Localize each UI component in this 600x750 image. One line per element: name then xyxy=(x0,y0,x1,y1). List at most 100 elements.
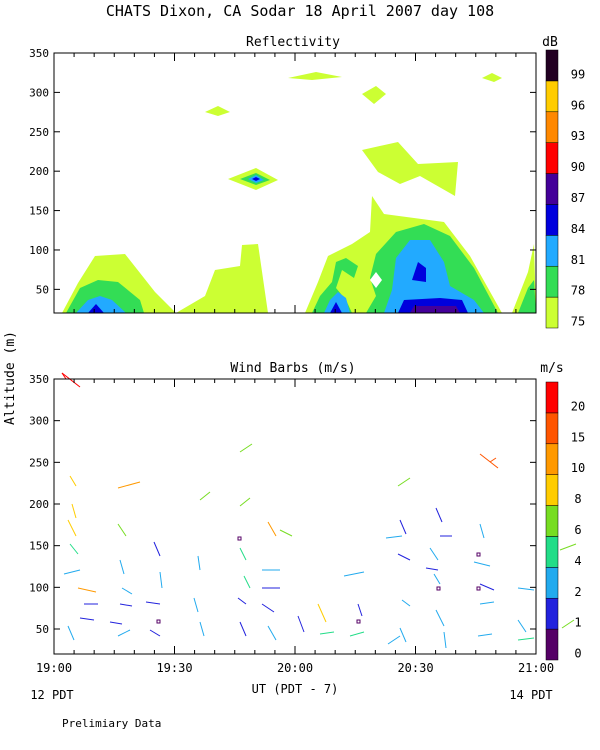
colorbar-swatch xyxy=(545,412,559,445)
colorbar-swatch xyxy=(545,111,559,143)
wind-barb xyxy=(489,457,497,463)
colorbar-tick-label: 15 xyxy=(571,430,585,444)
colorbar-tick-label: 84 xyxy=(571,222,585,236)
y-tick-label: 250 xyxy=(29,456,49,469)
reflectivity-colorbar-unit: dB xyxy=(542,35,558,50)
colorbar-swatch xyxy=(545,173,559,205)
wind-barb xyxy=(117,629,131,637)
reflectivity-y-axis: 50 100 150 200 250 300 350 xyxy=(29,47,536,296)
wind-barb xyxy=(319,631,335,635)
contour-87-right xyxy=(410,306,460,313)
wind-barb xyxy=(159,571,163,589)
wind-barb xyxy=(239,547,247,561)
wind-barb xyxy=(479,453,499,469)
y-tick-label: 50 xyxy=(36,623,49,636)
colorbar-tick-label: 10 xyxy=(571,461,585,475)
wind-barb xyxy=(61,372,81,388)
wind-barb xyxy=(399,519,407,535)
contour-75-blob-320a xyxy=(288,72,342,80)
wind-barbs xyxy=(61,372,577,649)
wind-frame xyxy=(53,378,537,655)
wind-barb xyxy=(67,625,75,641)
wind-barb xyxy=(267,625,277,641)
wind-barb xyxy=(69,543,79,555)
wind-barb xyxy=(401,599,411,607)
x-tick-label: 19:00 xyxy=(36,661,72,675)
colorbar-tick-label: 1 xyxy=(574,616,581,630)
wind-barb xyxy=(237,597,247,605)
x-tick-label: 19:30 xyxy=(156,661,192,675)
wind-barb xyxy=(433,573,441,585)
wind-barb xyxy=(559,543,577,551)
colorbar-swatch xyxy=(545,536,559,568)
wind-barb xyxy=(399,627,407,643)
contour-hole xyxy=(370,272,382,288)
wind-barb xyxy=(121,587,133,595)
y-tick-label: 100 xyxy=(29,244,49,257)
wind-barb xyxy=(119,559,125,575)
colorbar-tick-label: 96 xyxy=(571,98,585,112)
y-axis-label: Altitude (m) xyxy=(3,331,18,425)
wind-barb xyxy=(239,621,247,637)
colorbar-tick-label: 75 xyxy=(571,315,585,329)
wind-barb xyxy=(153,541,161,557)
x-tick-label: 20:00 xyxy=(277,661,313,675)
wind-calm-marker xyxy=(237,536,242,541)
wind-barb xyxy=(243,575,251,589)
wind-barb xyxy=(561,619,575,629)
wind-barb xyxy=(119,603,133,607)
colorbar-tick-label: 8 xyxy=(574,492,581,506)
colorbar-swatch xyxy=(545,381,559,414)
contour-78-edge xyxy=(518,280,536,313)
colorbar-swatch xyxy=(545,80,559,113)
y-tick-label: 100 xyxy=(29,581,49,594)
x-start-note: 12 PDT xyxy=(30,688,73,702)
colorbar-swatch xyxy=(545,235,559,267)
colorbar-swatch xyxy=(545,204,559,236)
contour-81-right xyxy=(384,240,484,313)
wind-y-axis: 50 100 150 200 250 300 350 xyxy=(29,373,536,636)
wind-x-axis: 19:00 19:30 20:00 20:30 21:00 xyxy=(36,379,554,675)
wind-barb xyxy=(239,497,251,507)
colorbar-swatch xyxy=(545,443,559,475)
colorbar-tick-label: 2 xyxy=(574,585,581,599)
wind-barb xyxy=(385,535,403,539)
contour-75-cap xyxy=(362,142,458,196)
colorbar-swatch xyxy=(545,628,559,661)
wind-barb xyxy=(63,569,81,575)
contour-84-core xyxy=(412,262,426,282)
wind-barb xyxy=(479,583,495,591)
wind-barb xyxy=(343,571,365,577)
wind-barb xyxy=(239,443,253,453)
main-title: CHATS Dixon, CA Sodar 18 April 2007 day … xyxy=(106,2,494,20)
wind-barb xyxy=(297,615,305,633)
wind-barb xyxy=(517,637,535,641)
colorbar-swatch xyxy=(545,49,559,82)
wind-barb xyxy=(397,553,411,561)
wind-barb xyxy=(149,629,161,637)
wind-calm-marker xyxy=(436,586,441,591)
colorbar-tick-label: 99 xyxy=(571,67,585,81)
colorbar-tick-label: 81 xyxy=(571,253,585,267)
wind-barb xyxy=(279,529,293,537)
reflectivity-panel: Reflectivity xyxy=(29,35,585,329)
wind-calm-marker xyxy=(476,586,481,591)
colorbar-tick-label: 90 xyxy=(571,160,585,174)
wind-colorbar: 0 1 2 4 6 8 10 15 20 xyxy=(545,381,585,661)
y-tick-label: 300 xyxy=(29,415,49,428)
wind-calm-marker xyxy=(356,619,361,624)
y-tick-label: 150 xyxy=(29,540,49,553)
reflectivity-title: Reflectivity xyxy=(246,35,340,50)
wind-barb xyxy=(435,609,445,627)
wind-calm-marker xyxy=(156,619,161,624)
colorbar-tick-label: 6 xyxy=(574,523,581,537)
x-end-note: 14 PDT xyxy=(509,688,552,702)
contour-81-left xyxy=(76,296,126,313)
contour-75-mid xyxy=(176,244,268,313)
contour-84-mid xyxy=(330,302,342,313)
contour-75-blob-280 xyxy=(205,106,230,116)
wind-barb xyxy=(517,587,535,591)
wind-barb xyxy=(145,601,161,605)
wind-barb xyxy=(199,621,205,637)
